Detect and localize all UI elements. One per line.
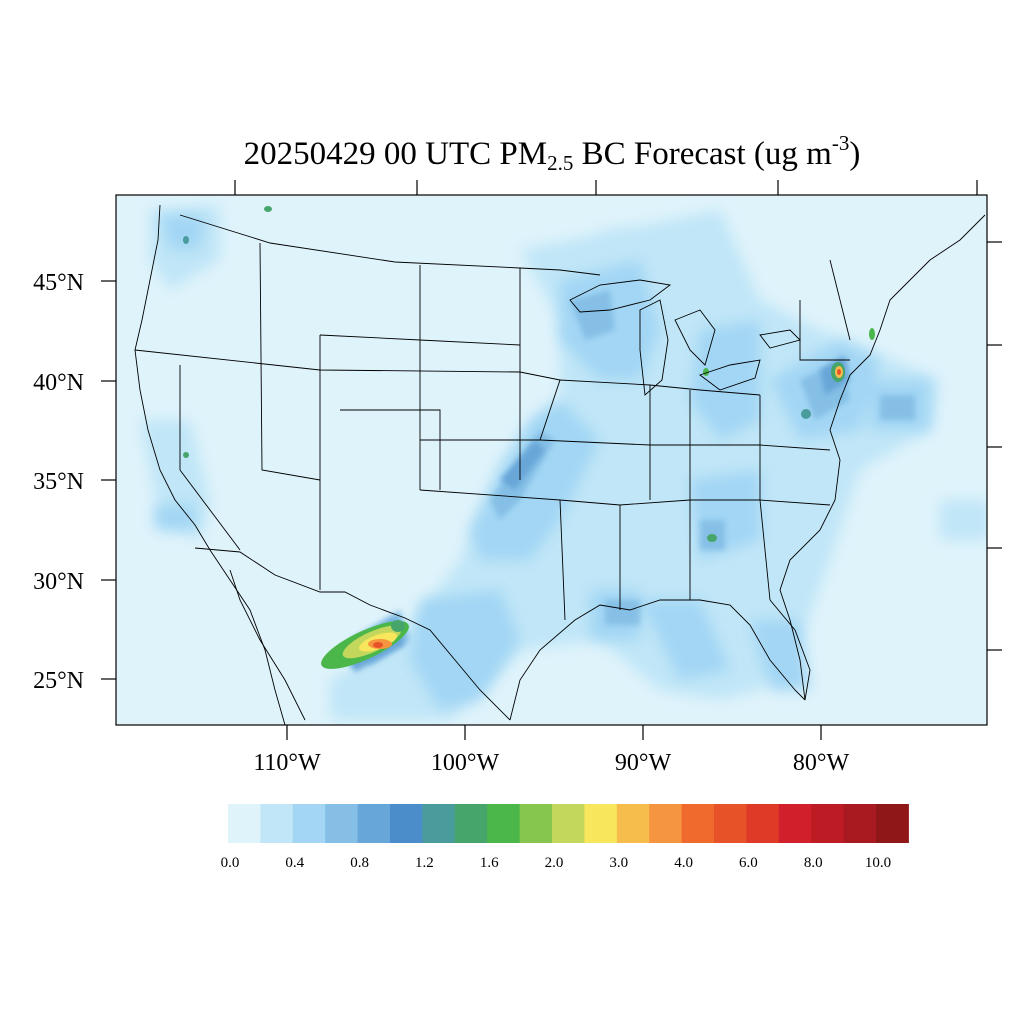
colorbar-tick-label: 2.0 [545, 855, 564, 871]
colorbar-swatch [325, 804, 359, 843]
colorbar-swatch [552, 804, 585, 843]
latitude-labels: 45°N 40°N 35°N 30°N 25°N [33, 270, 84, 694]
colorbar-swatch [584, 804, 618, 843]
colorbar-tick-label: 4.0 [674, 855, 693, 871]
bottom-ticks [286, 725, 822, 740]
map-frame [115, 194, 988, 726]
colorbar-swatch [649, 804, 683, 843]
colorbar-swatch [228, 804, 261, 843]
colorbar-swatch [292, 804, 326, 843]
colorbar-tick-label: 1.6 [480, 855, 499, 871]
lon-label-90: 90°W [615, 750, 672, 776]
colorbar-swatch [260, 804, 294, 843]
colorbar-tick-label: 1.2 [415, 855, 434, 871]
right-ticks [987, 241, 1002, 651]
title-datetime: 20250429 00 UTC [243, 136, 492, 172]
colorbar-swatches [228, 804, 909, 843]
colorbar-swatch [843, 804, 877, 843]
lat-label-25: 25°N [33, 668, 84, 694]
longitude-labels: 110°W 100°W 90°W 80°W [253, 750, 849, 776]
colorbar-tick-label: 0.0 [221, 855, 240, 871]
lon-label-110: 110°W [253, 750, 321, 776]
lat-label-30: 30°N [33, 569, 84, 595]
colorbar-swatch [519, 804, 553, 843]
northeast-hotspots [183, 206, 875, 542]
colorbar-tick-label: 6.0 [739, 855, 758, 871]
colorbar-tick-label: 0.8 [350, 855, 369, 871]
title-species: PM [499, 136, 548, 172]
colorbar: 0.0 0.4 0.8 1.2 1.6 2.0 3.0 4.0 6.0 8.0 10.0 [221, 804, 909, 871]
lon-label-80: 80°W [793, 750, 850, 776]
colorbar-swatch [681, 804, 715, 843]
colorbar-swatch [876, 804, 909, 843]
colorbar-swatch [390, 804, 423, 843]
colorbar-swatch [357, 804, 391, 843]
lat-label-35: 35°N [33, 469, 84, 495]
concentration-field [134, 204, 987, 725]
map-panel: 45°N 40°N 35°N 30°N 25°N 110°W 100°W 90°… [33, 180, 1002, 776]
colorbar-swatch [616, 804, 650, 843]
colorbar-swatch [778, 804, 812, 843]
colorbar-tick-label: 3.0 [609, 855, 628, 871]
colorbar-swatch [714, 804, 747, 843]
title-unit-exponent: -3 [831, 131, 850, 155]
colorbar-swatch [746, 804, 780, 843]
title-rest: BC Forecast (ug m [581, 136, 832, 172]
colorbar-tick-label: 8.0 [804, 855, 823, 871]
top-ticks [234, 180, 978, 195]
colorbar-swatch [422, 804, 456, 843]
boundaries [134, 204, 986, 725]
lat-label-40: 40°N [33, 370, 84, 396]
colorbar-tick-label: 0.4 [285, 855, 304, 871]
lat-label-45: 45°N [33, 270, 84, 296]
colorbar-swatch [487, 804, 521, 843]
title-species-subscript: 2.5 [547, 151, 574, 175]
colorbar-labels: 0.0 0.4 0.8 1.2 1.6 2.0 3.0 4.0 6.0 8.0 10.0 [221, 855, 892, 871]
colorbar-swatch [454, 804, 488, 843]
lon-label-100: 100°W [431, 750, 500, 776]
colorbar-swatch [811, 804, 845, 843]
plume-hotspot [321, 620, 409, 669]
map-title: 20250429 00 UTC PM2.5 BC Forecast (ug m-… [0, 118, 1024, 188]
title-close: ) [849, 136, 861, 172]
colorbar-tick-label: 10.0 [865, 855, 891, 871]
left-ticks [101, 280, 116, 680]
